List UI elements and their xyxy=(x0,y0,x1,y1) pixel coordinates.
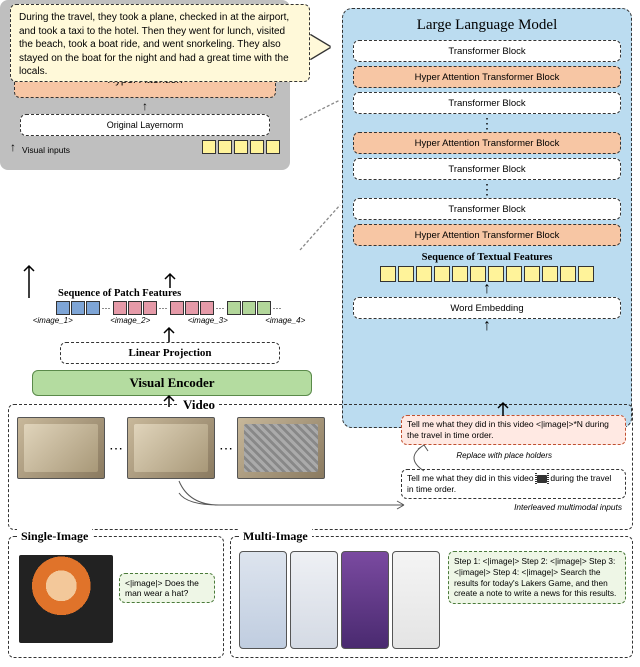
text-token xyxy=(234,140,248,154)
patch-token xyxy=(242,301,256,315)
single-image-example: Single-Image <|image|> Does the man wear… xyxy=(8,536,224,658)
text-seq-label: Sequence of Textual Features xyxy=(353,252,621,263)
arrow-up-icon: ↑ xyxy=(353,284,621,294)
patch-token xyxy=(257,301,271,315)
phone-frame xyxy=(290,551,338,649)
text-token xyxy=(434,266,450,282)
hyper-transformer-block: Hyper Attention Transformer Block xyxy=(353,224,621,246)
text-token xyxy=(578,266,594,282)
arrow-up-icon: ↑ xyxy=(10,140,16,154)
text-token xyxy=(416,266,432,282)
patch-token xyxy=(113,301,127,315)
text-token xyxy=(266,140,280,154)
single-image-placeholder xyxy=(19,555,113,643)
word-embedding-block: Word Embedding xyxy=(353,297,621,319)
transformer-block: Transformer Block xyxy=(353,40,621,62)
llm-panel: Large Language Model Transformer Block Hy… xyxy=(342,8,632,428)
patch-token xyxy=(200,301,214,315)
arrow-up-icon xyxy=(496,402,510,419)
video-frame xyxy=(127,417,215,479)
image-tag: <image_1> xyxy=(33,316,73,325)
ellipsis-icon: ⋯ xyxy=(101,303,112,314)
arrow-up-icon xyxy=(163,272,177,291)
text-token xyxy=(542,266,558,282)
patch-seq-label: Sequence of Patch Features xyxy=(58,288,330,299)
video-example: Video ⋯ ⋯ Tell me what they did in this … xyxy=(8,404,633,530)
connector-arrow xyxy=(179,481,419,514)
ellipsis-icon: ⋯ xyxy=(158,303,169,314)
patch-token xyxy=(128,301,142,315)
text-token xyxy=(202,140,216,154)
patch-token xyxy=(56,301,70,315)
phone-frame xyxy=(341,551,389,649)
multi-title: Multi-Image xyxy=(239,529,312,544)
film-icon xyxy=(537,475,547,483)
image-tag: <image_2> xyxy=(110,316,150,325)
transformer-block: Transformer Block xyxy=(353,198,621,220)
phone-frame xyxy=(392,551,440,649)
patch-token xyxy=(71,301,85,315)
patch-token xyxy=(170,301,184,315)
text-token xyxy=(506,266,522,282)
patch-tags-row: <image_1> <image_2> <image_3> <image_4> xyxy=(8,316,330,325)
output-text: During the travel, they took a plane, ch… xyxy=(19,12,289,77)
vdots-icon: ⋮ xyxy=(353,184,621,194)
text-token xyxy=(560,266,576,282)
visual-inputs-label: Visual inputs xyxy=(22,146,76,155)
hyper-transformer-block: Hyper Attention Transformer Block xyxy=(353,66,621,88)
hat-layernorm: Original Layernorm xyxy=(20,114,270,136)
prompt-text: Tell me what they did in this video xyxy=(407,473,536,483)
speech-tail xyxy=(310,35,330,59)
multi-image-example: Multi-Image Step 1: <|image|> Step 2: <|… xyxy=(230,536,633,658)
single-prompt: <|image|> Does the man wear a hat? xyxy=(119,573,215,603)
replace-label: Replace with place holders xyxy=(456,451,552,460)
video-frame xyxy=(237,417,325,479)
text-token xyxy=(398,266,414,282)
multi-prompt: Step 1: <|image|> Step 2: <|image|> Step… xyxy=(448,551,626,604)
ellipsis-icon: ⋯ xyxy=(215,303,226,314)
phone-screenshots xyxy=(239,551,440,649)
patch-feature-section: Sequence of Patch Features ⋯ ⋯ ⋯ ⋯ <image_1… xyxy=(8,288,330,325)
arrow-up-icon: ↑ xyxy=(353,321,621,331)
text-token xyxy=(250,140,264,154)
ellipsis-icon: ⋯ xyxy=(219,440,233,457)
arrow-up-icon xyxy=(22,264,36,301)
image-tag: <image_4> xyxy=(265,316,305,325)
video-frames: ⋯ ⋯ xyxy=(17,417,325,479)
arrow-up-icon: ↑ xyxy=(10,102,280,110)
ellipsis-icon: ⋯ xyxy=(109,440,123,457)
linear-projection-block: Linear Projection xyxy=(60,342,280,364)
patch-token xyxy=(143,301,157,315)
patch-token-row: ⋯ ⋯ ⋯ ⋯ xyxy=(8,301,330,315)
callout-connector xyxy=(300,110,350,273)
video-frame xyxy=(17,417,105,479)
video-title: Video xyxy=(179,397,219,413)
text-token xyxy=(380,266,396,282)
visual-encoder-block: Visual Encoder xyxy=(32,370,312,396)
vdots-icon: ⋮ xyxy=(353,118,621,128)
input-examples: Video ⋯ ⋯ Tell me what they did in this … xyxy=(8,404,633,660)
image-tag: <image_3> xyxy=(188,316,228,325)
hat-token-row xyxy=(202,140,280,154)
video-prompt-expanded: Tell me what they did in this video <|im… xyxy=(401,415,626,445)
single-title: Single-Image xyxy=(17,529,92,544)
video-prompt-raw: Tell me what they did in this video duri… xyxy=(401,469,626,499)
transformer-block: Transformer Block xyxy=(353,92,621,114)
llm-title: Large Language Model xyxy=(353,17,621,34)
text-token xyxy=(452,266,468,282)
patch-token xyxy=(86,301,100,315)
text-token xyxy=(524,266,540,282)
hyper-transformer-block: Hyper Attention Transformer Block xyxy=(353,132,621,154)
output-speech-bubble: During the travel, they took a plane, ch… xyxy=(10,4,310,82)
connector-arrow xyxy=(404,445,434,474)
text-token xyxy=(218,140,232,154)
transformer-block: Transformer Block xyxy=(353,158,621,180)
patch-token xyxy=(227,301,241,315)
interleave-label: Interleaved multimodal inputs xyxy=(514,502,622,512)
patch-token xyxy=(185,301,199,315)
phone-frame xyxy=(239,551,287,649)
ellipsis-icon: ⋯ xyxy=(272,303,283,314)
